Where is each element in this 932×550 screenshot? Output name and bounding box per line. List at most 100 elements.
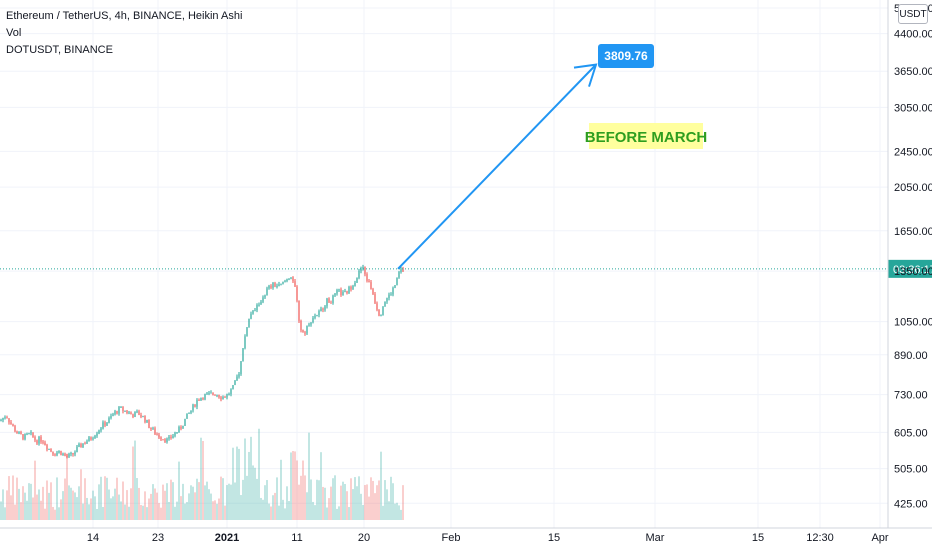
volume-bar	[340, 485, 342, 520]
candle-body	[328, 298, 330, 303]
volume-bar	[28, 483, 30, 520]
volume-bar	[26, 500, 28, 520]
candle-body	[58, 450, 60, 453]
volume-bar	[154, 488, 156, 520]
candle-body	[86, 441, 88, 444]
candle-body	[134, 411, 136, 418]
candle-body	[186, 413, 188, 419]
volume-bar	[252, 465, 254, 520]
volume-bar	[62, 491, 64, 520]
volume-bar	[60, 499, 62, 520]
candle-body	[308, 324, 310, 326]
price-tick-label: 730.00	[894, 390, 928, 402]
time-tick-label: 11	[291, 532, 302, 544]
candlesticks	[0, 264, 404, 459]
note-highlight	[589, 123, 703, 149]
volume-bar	[164, 490, 166, 520]
volume-bar	[370, 477, 372, 520]
volume-bar	[144, 491, 146, 520]
candle-body	[164, 439, 166, 442]
candle-body	[30, 432, 32, 434]
volume-bar	[176, 501, 178, 520]
price-tick-label: 3650.00	[894, 66, 932, 78]
candle-body	[182, 425, 184, 429]
candle-body	[262, 297, 264, 302]
candle-body	[218, 394, 220, 398]
price-tick-label: 605.00	[894, 427, 928, 439]
volume-bar	[214, 500, 216, 520]
candle-body	[104, 422, 106, 426]
volume-bar	[72, 490, 74, 520]
legend-volume[interactable]: Vol	[6, 27, 22, 39]
volume-bar	[320, 452, 322, 520]
volume-bar	[182, 483, 184, 520]
volume-bar	[20, 502, 22, 520]
volume-bar	[146, 507, 148, 520]
volume-bar	[350, 478, 352, 520]
volume-bar	[232, 447, 234, 520]
candle-body	[146, 420, 148, 423]
candle-body	[168, 436, 170, 439]
volume-bar	[256, 478, 258, 520]
candle-body	[374, 294, 376, 304]
volume-bar	[122, 481, 124, 520]
volume-bar	[190, 485, 192, 520]
candle-body	[74, 452, 76, 455]
volume-bar	[326, 507, 328, 520]
candle-body	[388, 294, 390, 299]
volume-bar	[192, 486, 194, 520]
volume-bar	[134, 440, 136, 520]
candle-body	[216, 394, 218, 396]
currency-button[interactable]: USDT	[898, 4, 928, 24]
candle-body	[132, 414, 134, 418]
volume-bar	[156, 492, 158, 520]
volume-bar	[150, 493, 152, 520]
volume-bar	[96, 508, 98, 520]
candle-body	[38, 437, 40, 444]
candle-body	[246, 327, 248, 337]
candle-body	[90, 437, 92, 440]
volume-bar	[218, 498, 220, 520]
candle-body	[332, 295, 334, 304]
volume-bar	[394, 503, 396, 520]
volume-bar	[358, 476, 360, 520]
legend-compare-symbol[interactable]: DOTUSDT, BINANCE	[6, 44, 113, 56]
candle-body	[212, 392, 214, 395]
volume-bar	[54, 509, 56, 520]
annotations[interactable]: 3809.76 BEFORE MARCH	[585, 44, 708, 149]
candle-body	[120, 406, 122, 408]
volume-bar	[70, 487, 72, 520]
candle-body	[174, 432, 176, 436]
volume-bar	[68, 485, 70, 520]
legend-symbol[interactable]: Ethereum / TetherUS, 4h, BINANCE, Heikin…	[6, 10, 243, 22]
volume-bar	[402, 485, 404, 520]
volume-bar	[230, 484, 232, 520]
volume-bar	[98, 484, 100, 520]
volume-bar	[56, 477, 58, 520]
volume-bar	[162, 484, 164, 520]
volume-bar	[300, 475, 302, 520]
price-tick-label: 1350.00	[894, 266, 932, 278]
candle-body	[242, 348, 244, 362]
volume-bar	[6, 490, 8, 520]
candle-body	[198, 399, 200, 401]
volume-bar	[82, 503, 84, 520]
candle-body	[230, 389, 232, 395]
volume-bar	[374, 493, 376, 520]
candle-body	[320, 308, 322, 311]
candle-body	[304, 332, 306, 334]
candle-body	[192, 404, 194, 411]
candle-body	[80, 444, 82, 448]
trend-arrow[interactable]	[397, 63, 598, 270]
volume-bar	[330, 486, 332, 520]
volume-bar	[130, 488, 132, 520]
volume-bar	[352, 489, 354, 520]
candle-body	[32, 432, 34, 438]
candle-body	[346, 291, 348, 294]
candle-body	[0, 420, 2, 422]
volume-bar	[368, 496, 370, 520]
price-tick-label: 2450.00	[894, 146, 932, 158]
volume-bar	[160, 507, 162, 520]
time-axis[interactable]: 14 23 2021 11 20 Feb 15 Mar 15 12:30 Apr	[0, 527, 932, 544]
